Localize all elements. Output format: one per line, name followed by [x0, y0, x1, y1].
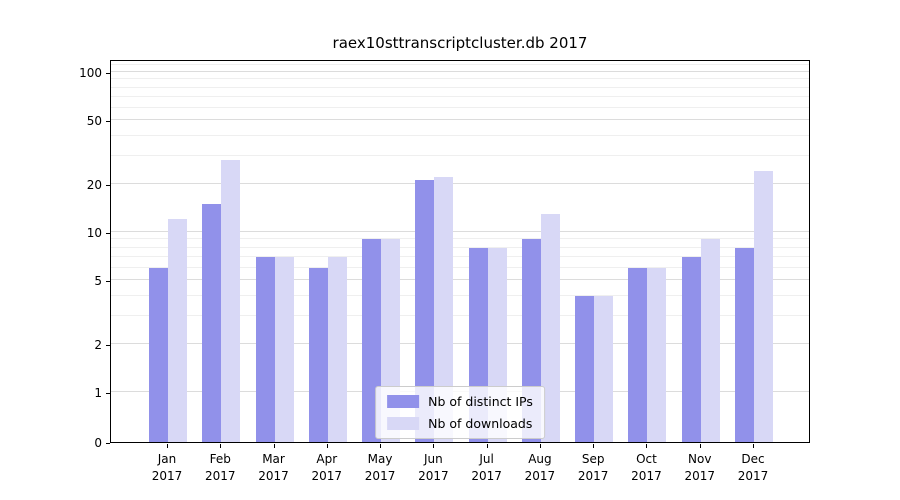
- major-gridline: [111, 182, 809, 184]
- x-tick-label: May 2017: [364, 452, 396, 484]
- y-tick-label: 0: [94, 436, 102, 450]
- x-tick-label: Jan 2017: [151, 452, 183, 484]
- bar-jan-series-1: [168, 219, 187, 442]
- bar-oct-series-1: [647, 267, 667, 442]
- y-tick-mark: [106, 184, 110, 186]
- y-tick-label: 20: [86, 177, 102, 192]
- major-gridline: [111, 342, 809, 344]
- y-tick-label: 100: [79, 66, 102, 80]
- minor-gridline: [111, 134, 809, 136]
- x-tick-mark: [220, 444, 222, 448]
- legend-swatch-downloads: [387, 417, 420, 430]
- bar-dec-series-0: [735, 247, 754, 442]
- bar-jun-series-1: [434, 177, 454, 442]
- bar-jun-series-0: [415, 180, 435, 442]
- minor-gridline: [111, 154, 809, 156]
- bar-jan-series-0: [149, 267, 168, 442]
- x-tick-label: Nov 2017: [684, 452, 715, 484]
- bar-mar-series-1: [274, 256, 294, 442]
- bar-sep-series-0: [575, 295, 595, 442]
- major-gridline: [111, 119, 809, 121]
- minor-gridline: [111, 106, 809, 108]
- x-tick-mark: [326, 444, 328, 448]
- y-tick-mark: [106, 344, 110, 346]
- bar-nov-series-1: [700, 239, 720, 442]
- x-tick-mark: [539, 444, 541, 448]
- x-tick-label: Feb 2017: [204, 452, 236, 484]
- y-tick-mark: [106, 443, 110, 444]
- minor-gridline: [111, 314, 809, 316]
- chart-title: raex10sttranscriptcluster.db 2017: [332, 34, 588, 52]
- minor-gridline: [111, 266, 809, 268]
- minor-gridline: [111, 78, 809, 80]
- legend-item-downloads: Nb of downloads: [387, 416, 533, 431]
- x-tick-label: Mar 2017: [258, 452, 289, 484]
- bar-mar-series-0: [255, 256, 275, 442]
- x-tick-mark: [753, 444, 754, 448]
- x-tick-label: Dec 2017: [737, 452, 769, 484]
- x-tick-mark: [646, 444, 648, 448]
- bar-apr-series-1: [327, 256, 347, 442]
- x-tick-mark: [167, 444, 168, 448]
- x-tick-label: Apr 2017: [311, 452, 343, 484]
- minor-gridline: [111, 95, 809, 97]
- y-tick-label: 1: [94, 386, 102, 400]
- minor-gridline: [111, 294, 809, 296]
- y-tick-label: 2: [94, 337, 102, 352]
- bar-feb-series-0: [202, 203, 222, 442]
- legend-swatch-distinct-ips: [387, 395, 420, 408]
- major-gridline: [111, 231, 809, 232]
- x-tick-mark: [433, 444, 435, 448]
- bar-feb-series-1: [221, 160, 241, 442]
- legend: Nb of distinct IPs Nb of downloads: [375, 386, 545, 439]
- y-tick-label: 5: [94, 274, 102, 289]
- y-tick-mark: [106, 393, 110, 394]
- minor-gridline: [111, 238, 809, 240]
- bar-sep-series-1: [594, 295, 614, 442]
- x-tick-mark: [273, 444, 275, 448]
- x-tick-mark: [699, 444, 701, 448]
- major-gridline: [111, 71, 809, 72]
- y-tick-mark: [106, 233, 110, 234]
- y-tick-mark: [106, 73, 110, 74]
- minor-gridline: [111, 246, 809, 248]
- x-tick-label: Jun 2017: [418, 452, 449, 484]
- bar-dec-series-1: [754, 171, 773, 442]
- x-tick-mark: [486, 444, 488, 448]
- x-tick-label: Jul 2017: [471, 452, 502, 484]
- y-tick-label: 10: [86, 226, 102, 240]
- legend-item-distinct-ips: Nb of distinct IPs: [387, 394, 533, 409]
- x-tick-label: Sep 2017: [577, 452, 609, 484]
- y-tick-mark: [106, 121, 110, 123]
- x-tick-label: Aug 2017: [524, 452, 556, 484]
- major-gridline: [111, 279, 809, 281]
- x-tick-label: Oct 2017: [631, 452, 662, 484]
- legend-label-distinct-ips: Nb of distinct IPs: [428, 394, 533, 409]
- minor-gridline: [111, 86, 809, 88]
- legend-label-downloads: Nb of downloads: [428, 416, 533, 431]
- x-tick-mark: [380, 444, 382, 448]
- plot-area: Nb of distinct IPs Nb of downloads: [110, 60, 810, 443]
- bar-nov-series-0: [681, 256, 701, 442]
- x-tick-mark: [593, 444, 595, 448]
- y-tick-mark: [106, 281, 110, 283]
- bar-aug-series-1: [540, 213, 560, 442]
- bar-apr-series-0: [308, 267, 328, 442]
- bar-oct-series-0: [628, 267, 648, 442]
- minor-gridline: [111, 64, 809, 66]
- y-tick-label: 50: [86, 114, 102, 129]
- minor-gridline: [111, 255, 809, 257]
